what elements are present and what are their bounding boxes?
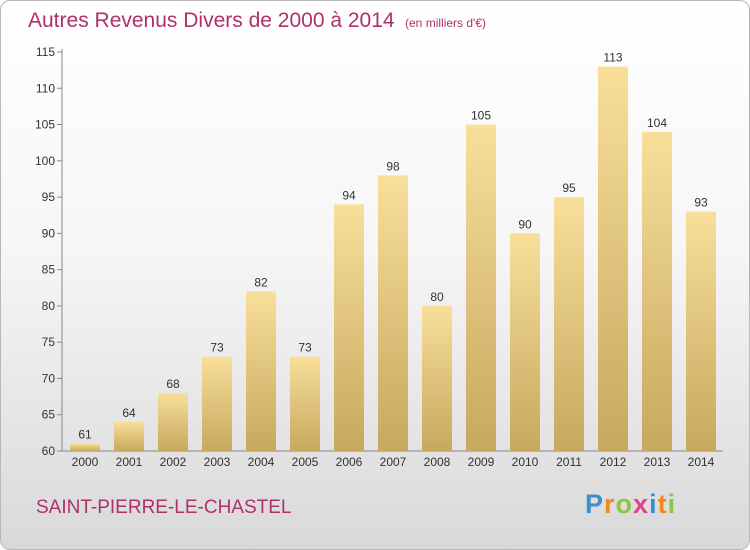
bar-2004 bbox=[246, 291, 276, 451]
bar-2011 bbox=[554, 197, 584, 451]
brand-letter: o bbox=[615, 489, 634, 519]
bar-2013 bbox=[642, 131, 672, 452]
data-label-2006: 94 bbox=[342, 188, 356, 202]
x-tick-label-2004: 2004 bbox=[248, 455, 275, 469]
x-tick-label-2006: 2006 bbox=[336, 455, 363, 469]
x-tick-label-2000: 2000 bbox=[72, 455, 99, 469]
brand-logo: Proxiti bbox=[585, 489, 676, 520]
y-tick-label: 115 bbox=[36, 45, 55, 59]
data-label-2010: 90 bbox=[518, 217, 532, 231]
bar-2003 bbox=[202, 356, 232, 451]
brand-letter: x bbox=[633, 489, 650, 519]
data-label-2004: 82 bbox=[254, 275, 268, 289]
bar-2009 bbox=[466, 124, 496, 451]
chart-bars: 61 64 68 73 82 73 94 98 80 105 90 95 113 104 93 bbox=[70, 51, 716, 452]
y-tick-label: 90 bbox=[42, 226, 56, 240]
x-tick-label-2013: 2013 bbox=[644, 455, 671, 469]
x-tick-label-2007: 2007 bbox=[380, 455, 407, 469]
brand-letter: t bbox=[657, 489, 668, 519]
x-tick-label-2002: 2002 bbox=[160, 455, 187, 469]
bar-2014 bbox=[686, 211, 716, 451]
y-tick-label: 85 bbox=[42, 263, 56, 277]
x-tick-label-2009: 2009 bbox=[468, 455, 495, 469]
y-tick-label: 110 bbox=[36, 81, 55, 95]
x-tick-label-2014: 2014 bbox=[688, 455, 715, 469]
data-label-2007: 98 bbox=[386, 159, 400, 173]
brand-letter: i bbox=[667, 489, 677, 519]
commune-name: SAINT-PIERRE-LE-CHASTEL bbox=[36, 497, 292, 518]
brand-letter: i bbox=[649, 489, 658, 519]
x-tick-label-2005: 2005 bbox=[292, 455, 319, 469]
y-tick-label: 75 bbox=[42, 335, 56, 349]
bar-2012 bbox=[598, 66, 628, 451]
data-label-2014: 93 bbox=[694, 196, 708, 210]
brand-letter: P bbox=[585, 489, 605, 519]
data-label-2011: 95 bbox=[562, 181, 576, 195]
bar-2006 bbox=[334, 204, 364, 451]
bar-2007 bbox=[378, 175, 408, 451]
y-tick-label: 65 bbox=[42, 408, 56, 422]
chart-title: Autres Revenus Divers de 2000 à 2014 (en… bbox=[28, 9, 486, 33]
bar-2001 bbox=[114, 421, 144, 451]
y-tick-label: 80 bbox=[42, 299, 56, 313]
data-label-2013: 104 bbox=[647, 116, 667, 130]
y-tick-label: 100 bbox=[35, 154, 55, 168]
x-tick-label-2010: 2010 bbox=[512, 455, 539, 469]
bar-2000 bbox=[70, 443, 100, 451]
chart-title-unit: (en milliers d'€) bbox=[405, 16, 486, 30]
data-label-2001: 64 bbox=[122, 406, 136, 420]
data-label-2009: 105 bbox=[471, 109, 491, 123]
chart-title-main: Autres Revenus Divers de 2000 à 2014 bbox=[28, 9, 395, 32]
data-label-2000: 61 bbox=[78, 428, 92, 442]
bar-2002 bbox=[158, 392, 188, 451]
bar-2008 bbox=[422, 305, 452, 451]
y-tick-label: 95 bbox=[42, 190, 56, 204]
data-label-2005: 73 bbox=[298, 341, 312, 355]
y-tick-label: 60 bbox=[42, 444, 56, 458]
data-label-2008: 80 bbox=[430, 290, 444, 304]
x-tick-label-2001: 2001 bbox=[116, 455, 143, 469]
x-tick-label-2008: 2008 bbox=[424, 455, 451, 469]
data-label-2012: 113 bbox=[603, 51, 622, 65]
x-tick-label-2011: 2011 bbox=[556, 455, 582, 469]
data-label-2002: 68 bbox=[166, 377, 180, 391]
brand-letter: r bbox=[604, 489, 616, 519]
y-tick-label: 70 bbox=[42, 371, 56, 385]
bar-2010 bbox=[510, 233, 540, 451]
bar-2005 bbox=[290, 356, 320, 451]
x-tick-label-2012: 2012 bbox=[600, 455, 627, 469]
data-label-2003: 73 bbox=[210, 341, 224, 355]
y-tick-label: 105 bbox=[35, 118, 55, 132]
x-tick-label-2003: 2003 bbox=[204, 455, 231, 469]
